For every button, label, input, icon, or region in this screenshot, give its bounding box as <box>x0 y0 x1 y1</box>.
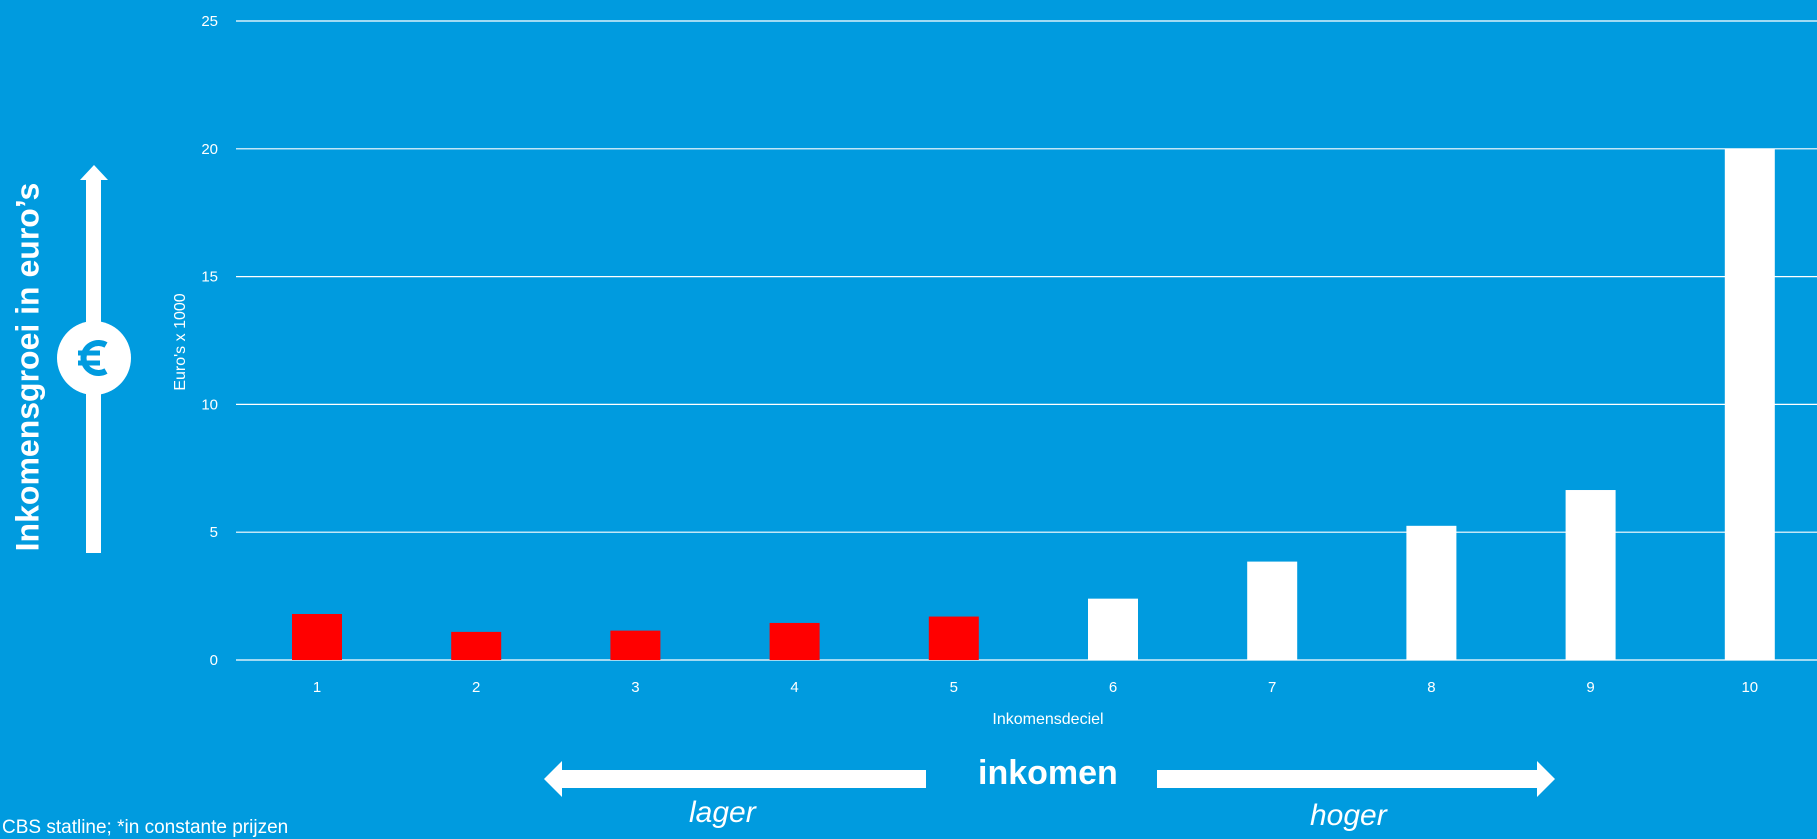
bar-decile-10 <box>1724 148 1775 661</box>
x-tick-label: 5 <box>950 679 958 696</box>
x-tick-label: 9 <box>1586 679 1594 696</box>
lager-label: lager <box>689 796 756 829</box>
source-note: CBS statline; *in constante prijzen <box>2 817 289 838</box>
bar-decile-4 <box>769 622 820 660</box>
bar-decile-6 <box>1088 598 1138 660</box>
y-tick-label: 20 <box>201 141 218 158</box>
x-tick-label: 3 <box>631 679 639 696</box>
x-tick-label: 2 <box>472 679 480 696</box>
x-tick-label: 4 <box>790 679 798 696</box>
chart-gridlines <box>236 20 1817 661</box>
x-axis-title: Inkomensdeciel <box>992 711 1103 728</box>
hoger-label: hoger <box>1310 799 1387 832</box>
y-tick-label: 5 <box>210 524 218 541</box>
bar-decile-3 <box>610 630 661 660</box>
y-axis-title: Euro's x 1000 <box>172 293 189 390</box>
y-axis-big-label: Inkomensgroei in euro’s <box>9 182 46 552</box>
left-arrow <box>544 761 926 797</box>
y-tick-label: 10 <box>201 396 218 413</box>
x-tick-label: 6 <box>1109 679 1117 696</box>
bar-decile-8 <box>1406 525 1457 660</box>
x-tick-label: 1 <box>313 679 321 696</box>
y-tick-label: 0 <box>210 652 218 669</box>
y-tick-label: 15 <box>201 269 218 286</box>
bar-decile-1 <box>292 613 342 660</box>
x-tick-label: 7 <box>1268 679 1276 696</box>
bar-decile-5 <box>928 616 979 660</box>
x-tick-label: 8 <box>1427 679 1435 696</box>
right-arrow <box>1157 761 1555 797</box>
y-axis-ticks: 0 5 10 15 20 25 <box>201 13 218 669</box>
x-axis-ticks: 1 2 3 4 5 6 7 8 9 10 <box>313 679 1758 696</box>
bar-decile-2 <box>451 631 502 660</box>
bar-decile-7 <box>1247 561 1298 660</box>
y-tick-label: 25 <box>201 13 218 30</box>
bar-decile-9 <box>1565 490 1616 660</box>
chart-bars <box>292 148 1775 661</box>
euro-coin-icon <box>57 321 131 395</box>
inkomen-label: inkomen <box>978 754 1118 792</box>
x-tick-label: 10 <box>1741 679 1758 696</box>
